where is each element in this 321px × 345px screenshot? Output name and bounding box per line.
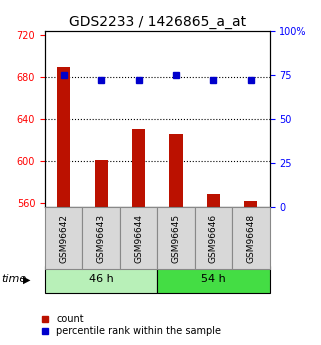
Bar <box>82 207 120 269</box>
Bar <box>157 266 270 293</box>
Title: GDS2233 / 1426865_a_at: GDS2233 / 1426865_a_at <box>69 14 246 29</box>
Bar <box>207 195 220 207</box>
Bar <box>244 201 257 207</box>
Bar <box>195 207 232 269</box>
Bar <box>169 134 183 207</box>
Text: GSM96644: GSM96644 <box>134 214 143 263</box>
Text: ▶: ▶ <box>23 275 30 284</box>
Text: 46 h: 46 h <box>89 275 114 284</box>
Text: time: time <box>2 275 27 284</box>
Legend: count, percentile rank within the sample: count, percentile rank within the sample <box>37 310 225 340</box>
Text: GSM96645: GSM96645 <box>171 214 180 263</box>
Bar <box>45 266 157 293</box>
Text: GSM96643: GSM96643 <box>97 214 106 263</box>
Bar <box>95 160 108 207</box>
Bar <box>120 207 157 269</box>
Text: GSM96648: GSM96648 <box>247 214 256 263</box>
Text: GSM96642: GSM96642 <box>59 214 68 263</box>
Bar <box>157 207 195 269</box>
Bar <box>232 207 270 269</box>
Bar <box>132 129 145 207</box>
Bar <box>45 207 82 269</box>
Bar <box>57 67 70 207</box>
Text: GSM96646: GSM96646 <box>209 214 218 263</box>
Text: 54 h: 54 h <box>201 275 226 284</box>
